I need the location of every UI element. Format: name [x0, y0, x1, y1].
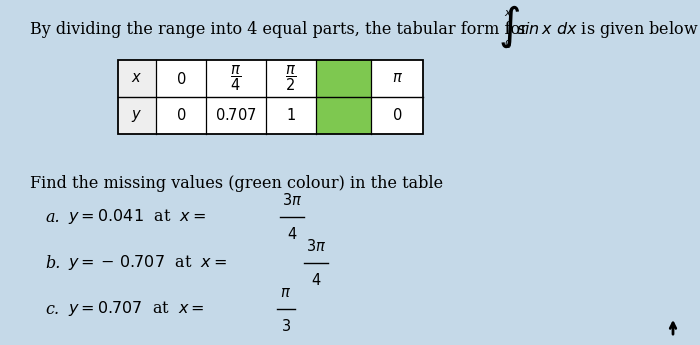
Text: a.: a.	[45, 208, 60, 226]
Text: $3\pi$: $3\pi$	[306, 238, 326, 254]
Text: $y = 0.041$  at  $x =$: $y = 0.041$ at $x =$	[68, 207, 206, 227]
Text: $3$: $3$	[281, 318, 291, 334]
Bar	[206, 60, 266, 97]
Text: $0$: $0$	[392, 108, 402, 124]
Bar	[371, 97, 423, 134]
Text: $3\pi$: $3\pi$	[282, 192, 302, 208]
Bar	[156, 60, 206, 97]
Text: $\pi$: $\pi$	[281, 286, 291, 300]
Bar	[118, 60, 423, 134]
Text: $1$: $1$	[286, 108, 296, 124]
Text: By dividing the range into 4 equal parts, the tabular form for: By dividing the range into 4 equal parts…	[30, 20, 528, 38]
Text: b.: b.	[45, 255, 60, 272]
Bar	[206, 97, 266, 134]
Text: $\dfrac{\pi}{4}$: $\dfrac{\pi}{4}$	[230, 64, 241, 93]
Text: $4$: $4$	[287, 226, 298, 242]
Bar	[156, 97, 206, 134]
Bar	[266, 97, 316, 134]
Bar	[316, 60, 371, 97]
Text: $\dfrac{\pi}{2}$: $\dfrac{\pi}{2}$	[286, 64, 297, 93]
Bar	[118, 97, 156, 134]
Text: $y = 0.707$  at  $x =$: $y = 0.707$ at $x =$	[68, 299, 204, 318]
Text: $x$: $x$	[504, 8, 512, 18]
Bar	[316, 97, 371, 134]
Text: c.: c.	[45, 300, 59, 317]
Text: $0$: $0$	[176, 108, 186, 124]
Text: $\pi$: $\pi$	[391, 71, 402, 86]
Text: $\mathit{sin\,x}\ \mathit{dx}$ is given below: $\mathit{sin\,x}\ \mathit{dx}$ is given …	[516, 19, 699, 39]
Bar	[266, 60, 316, 97]
Text: $0$: $0$	[504, 38, 512, 50]
Bar	[371, 60, 423, 97]
Text: $\int$: $\int$	[498, 4, 520, 50]
Text: $y$: $y$	[132, 108, 143, 124]
Text: $x$: $x$	[132, 71, 143, 86]
Text: $0$: $0$	[176, 70, 186, 87]
Text: $4$: $4$	[311, 272, 321, 288]
Text: $y = -\,0.707$  at  $x =$: $y = -\,0.707$ at $x =$	[68, 254, 227, 273]
Text: $0.707$: $0.707$	[215, 108, 257, 124]
Text: Find the missing values (green colour) in the table: Find the missing values (green colour) i…	[30, 175, 443, 191]
Bar	[118, 60, 156, 97]
